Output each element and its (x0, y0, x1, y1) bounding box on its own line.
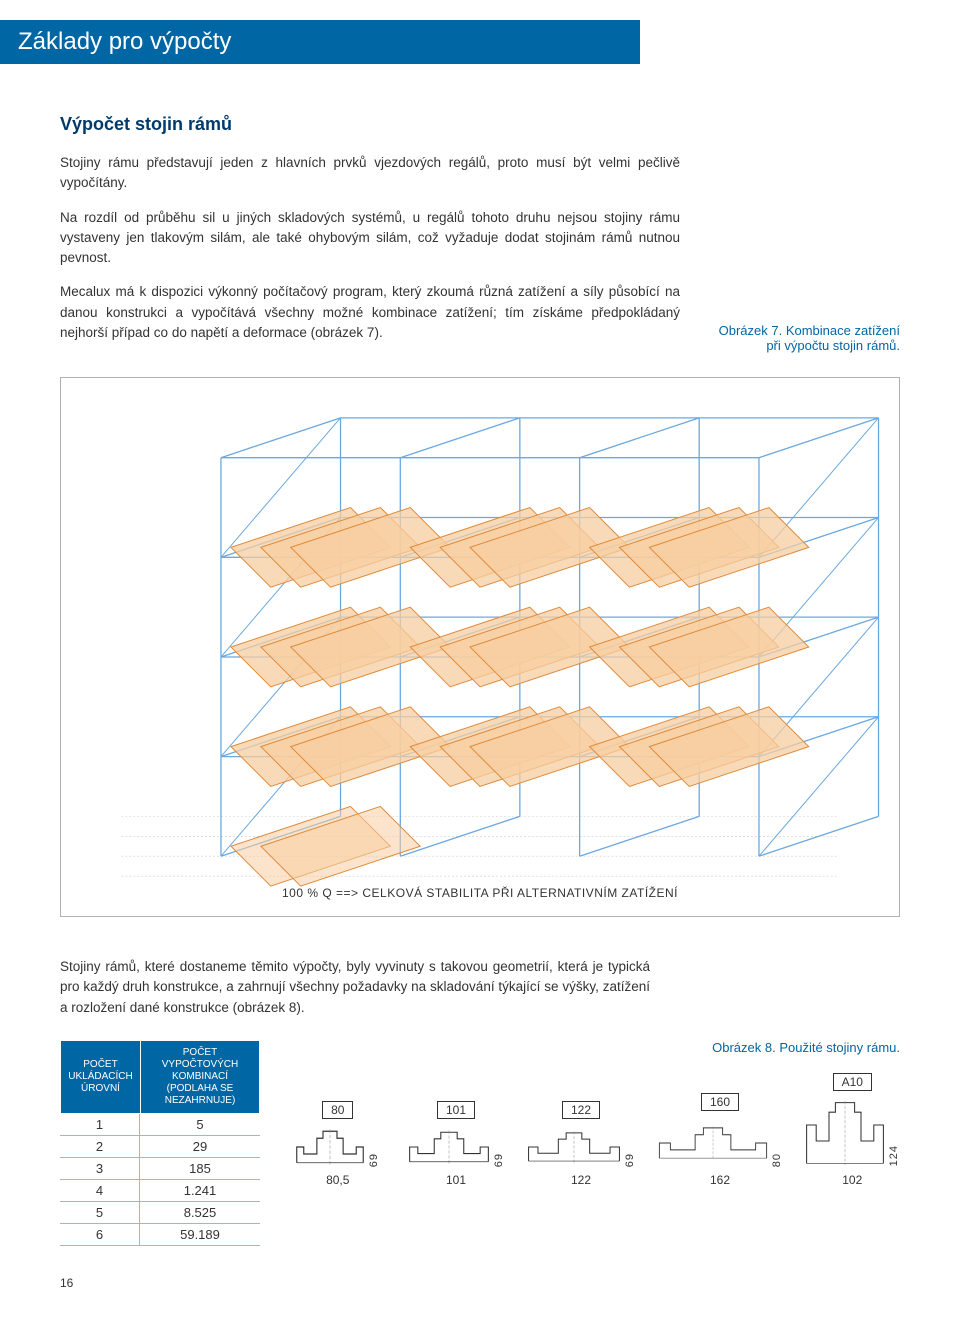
profile-80: 80 69 80,5 (290, 1101, 386, 1187)
table-row: 3 185 (60, 1158, 260, 1180)
subtitle: Výpočet stojin rámů (60, 114, 900, 135)
table-cell: 4 (60, 1180, 140, 1201)
table-cell: 8.525 (140, 1202, 260, 1223)
table-cell: 5 (140, 1114, 260, 1135)
figure8-caption: Obrázek 8. Použité stojiny rámu. (290, 1040, 900, 1055)
figure8-profiles: Obrázek 8. Použité stojiny rámu. 80 69 8… (290, 1040, 900, 1187)
profile-width: 80,5 (326, 1173, 349, 1187)
profile-height: 80 (771, 1153, 783, 1167)
profile-top-label: 101 (437, 1101, 475, 1119)
section-header: Základy pro výpočty (0, 20, 640, 64)
table-header-col2: POČET VYPOČTOVÝCH KOMBINACÍ (PODLAHA SE … (141, 1041, 259, 1113)
figure7-caption: Obrázek 7. Kombinace zatížení při výpočt… (710, 153, 900, 357)
table-cell: 5 (60, 1202, 140, 1223)
table-row: 5 8.525 (60, 1202, 260, 1224)
profile-height: 124 (888, 1145, 900, 1166)
body-text: Stojiny rámu představují jeden z hlavníc… (60, 153, 680, 357)
figure7-diagram: 100 % Q ==> CELKOVÁ STABILITA PŘI ALTERN… (60, 377, 900, 917)
profile-top-label: 80 (322, 1101, 353, 1119)
profile-width: 101 (446, 1173, 466, 1187)
table-row: 6 59.189 (60, 1224, 260, 1246)
profile-width: 162 (710, 1173, 730, 1187)
table-cell: 1.241 (140, 1180, 260, 1201)
paragraph-3: Mecalux má k dispozici výkonný počítačov… (60, 282, 680, 343)
profile-top-label: 122 (562, 1101, 600, 1119)
profile-height: 69 (493, 1153, 505, 1167)
paragraph-1: Stojiny rámu představují jeden z hlavníc… (60, 153, 680, 194)
profile-122: 122 69 122 (527, 1101, 636, 1187)
figure7-caption-l1: Obrázek 7. Kombinace zatížení (710, 323, 900, 338)
profile-top-label: A10 (833, 1073, 872, 1091)
paragraph-4: Stojiny rámů, které dostaneme těmito výp… (60, 957, 650, 1018)
table-row: 1 5 (60, 1114, 260, 1136)
table-cell: 3 (60, 1158, 140, 1179)
profile-160: 160 80 162 (658, 1093, 783, 1187)
rack-load-diagram (61, 378, 899, 916)
profile-height: 69 (624, 1153, 636, 1167)
profile-shape-icon (805, 1099, 885, 1167)
profile-a10: A10 124 102 (805, 1073, 901, 1187)
profile-height: 69 (368, 1153, 380, 1167)
figure7-caption-l2: při výpočtu stojin rámů. (710, 338, 900, 353)
profile-shape-icon (408, 1127, 490, 1167)
table-cell: 2 (60, 1136, 140, 1157)
table-cell: 6 (60, 1224, 140, 1245)
table-row: 4 1.241 (60, 1180, 260, 1202)
profile-width: 122 (571, 1173, 591, 1187)
combinations-table: POČET UKLÁDACÍCH ÚROVNÍ POČET VYPOČTOVÝC… (60, 1040, 260, 1246)
profile-shape-icon (658, 1119, 768, 1167)
table-cell: 29 (140, 1136, 260, 1157)
table-cell: 1 (60, 1114, 140, 1135)
table-cell: 59.189 (140, 1224, 260, 1245)
profile-shape-icon (527, 1127, 621, 1167)
profile-top-label: 160 (701, 1093, 739, 1111)
table-header-col1: POČET UKLÁDACÍCH ÚROVNÍ (61, 1041, 141, 1113)
paragraph-2: Na rozdíl od průběhu sil u jiných sklado… (60, 208, 680, 269)
profile-width: 102 (842, 1173, 862, 1187)
figure7-bottom-label: 100 % Q ==> CELKOVÁ STABILITA PŘI ALTERN… (61, 886, 899, 900)
table-row: 2 29 (60, 1136, 260, 1158)
profile-shape-icon (295, 1127, 365, 1167)
profile-101: 101 69 101 (408, 1101, 505, 1187)
page-number: 16 (60, 1276, 900, 1290)
table-cell: 185 (140, 1158, 260, 1179)
